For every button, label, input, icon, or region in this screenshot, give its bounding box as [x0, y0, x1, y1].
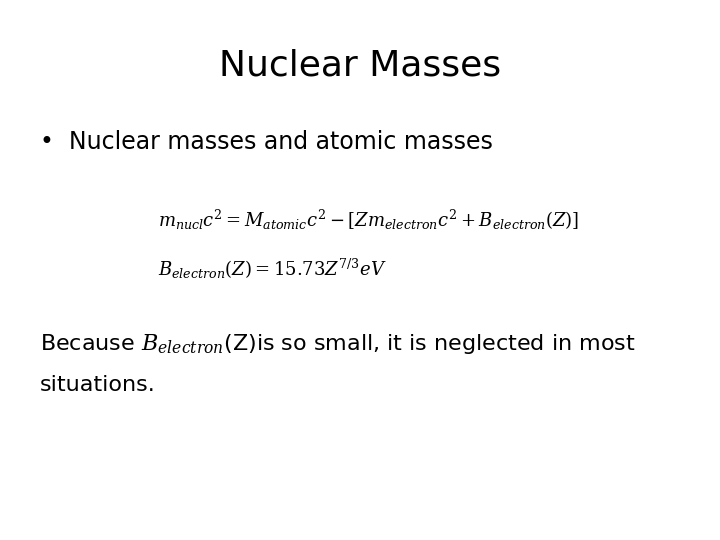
Text: Nuclear Masses: Nuclear Masses — [219, 49, 501, 83]
Text: $B_{electron}(Z) = 15.73Z^{7/3}eV$: $B_{electron}(Z) = 15.73Z^{7/3}eV$ — [158, 256, 387, 281]
Text: $m_{nucl}c^2 = M_{atomic}c^2 -[Zm_{electron}c^2 + B_{electron}(Z)]$: $m_{nucl}c^2 = M_{atomic}c^2 -[Zm_{elect… — [158, 208, 580, 232]
Text: situations.: situations. — [40, 375, 156, 395]
Text: Because $B_{electron}$(Z)is so small, it is neglected in most: Because $B_{electron}$(Z)is so small, it… — [40, 332, 635, 356]
Text: •  Nuclear masses and atomic masses: • Nuclear masses and atomic masses — [40, 130, 492, 153]
